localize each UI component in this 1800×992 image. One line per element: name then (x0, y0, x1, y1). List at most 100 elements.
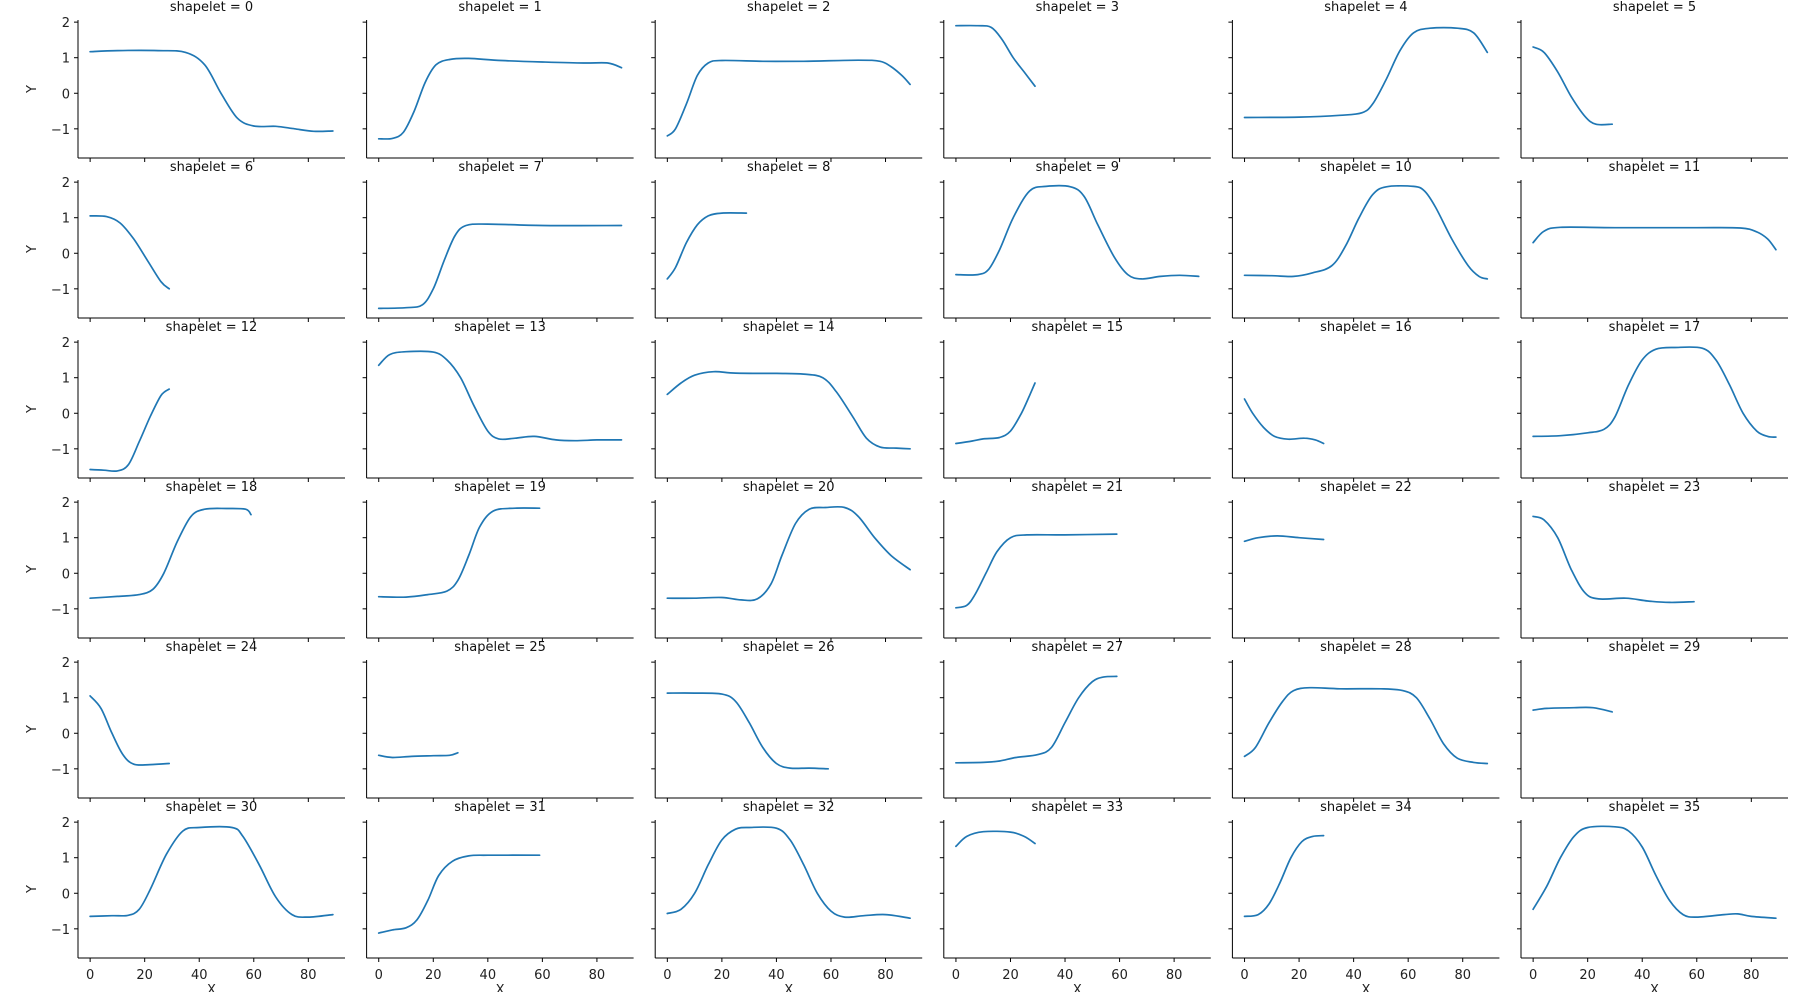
series-line-shapelet-16 (1243, 398, 1325, 445)
panel-title: shapelet = 25 (454, 640, 546, 655)
panel-shapelet-2: shapelet = 2 (651, 0, 923, 162)
y-tick-label: 2 (62, 816, 70, 831)
panel-shapelet-10: shapelet = 10 (1228, 160, 1500, 322)
series-line-shapelet-23 (1532, 515, 1695, 604)
x-tick-label: 20 (136, 968, 153, 983)
panel-title: shapelet = 24 (166, 640, 258, 655)
y-tick-label: 1 (62, 372, 70, 387)
panel-shapelet-0: shapelet = 0 −1 0 1 2 Y (25, 0, 345, 162)
y-axis-label: Y (25, 565, 40, 574)
panel-shapelet-34: shapelet = 34 0 20 40 60 80 X (1228, 800, 1500, 992)
panel-title: shapelet = 5 (1613, 0, 1696, 15)
y-tick-label: 2 (62, 656, 70, 671)
panel-title: shapelet = 4 (1324, 0, 1407, 15)
x-tick-label: 60 (1111, 968, 1128, 983)
x-tick-label: 60 (1688, 968, 1705, 983)
panel-shapelet-9: shapelet = 9 (939, 160, 1211, 322)
panel-shapelet-28: shapelet = 28 (1228, 640, 1500, 802)
series-line-shapelet-4 (1243, 26, 1489, 119)
x-axis-label: X (1650, 983, 1659, 992)
series-line-shapelet-22 (1243, 535, 1325, 543)
y-tick-label: 2 (62, 176, 70, 191)
panel-title: shapelet = 18 (166, 480, 258, 495)
series-line-shapelet-19 (377, 507, 541, 599)
y-tick-label: −1 (51, 603, 70, 618)
panel-title: shapelet = 10 (1320, 160, 1412, 175)
panel-title: shapelet = 33 (1031, 800, 1123, 815)
panel-title: shapelet = 2 (747, 0, 830, 15)
x-axis-label: X (1073, 983, 1082, 992)
series-line-shapelet-15 (955, 382, 1036, 445)
panel-shapelet-3: shapelet = 3 (939, 0, 1211, 162)
x-tick-label: 0 (1529, 968, 1537, 983)
panel-title: shapelet = 13 (454, 320, 546, 335)
panel-shapelet-17: shapelet = 17 (1517, 320, 1788, 482)
panel-title: shapelet = 30 (166, 800, 258, 815)
x-tick-label: 40 (1057, 968, 1074, 983)
series-line-shapelet-0 (89, 49, 334, 133)
series-line-shapelet-29 (1532, 706, 1614, 713)
panel-title: shapelet = 22 (1320, 480, 1412, 495)
x-axis-label: X (496, 983, 505, 992)
y-axis-label: Y (25, 85, 40, 94)
panel-shapelet-5: shapelet = 5 (1517, 0, 1788, 162)
y-tick-label: 0 (62, 247, 70, 262)
x-tick-label: 60 (823, 968, 840, 983)
panel-shapelet-16: shapelet = 16 (1228, 320, 1500, 482)
panel-title: shapelet = 26 (743, 640, 835, 655)
series-line-shapelet-12 (89, 388, 171, 473)
x-tick-label: 80 (1166, 968, 1183, 983)
x-tick-label: 60 (1400, 968, 1417, 983)
y-tick-label: 0 (62, 567, 70, 582)
panel-title: shapelet = 32 (743, 800, 835, 815)
panel-shapelet-12: shapelet = 12 −1 0 1 2 Y (25, 320, 345, 482)
x-axis-label: X (207, 983, 216, 992)
panel-title: shapelet = 31 (454, 800, 546, 815)
panel-title: shapelet = 8 (747, 160, 830, 175)
panel-title: shapelet = 6 (170, 160, 253, 175)
panel-shapelet-18: shapelet = 18 −1 0 1 2 Y (25, 480, 345, 642)
y-tick-label: −1 (51, 283, 70, 298)
y-tick-label: 0 (62, 407, 70, 422)
x-tick-label: 60 (245, 968, 262, 983)
series-line-shapelet-3 (955, 24, 1036, 88)
panel-shapelet-22: shapelet = 22 (1228, 480, 1500, 642)
x-tick-label: 80 (1454, 968, 1471, 983)
panel-title: shapelet = 3 (1036, 0, 1119, 15)
series-line-shapelet-35 (1532, 825, 1777, 920)
panel-shapelet-33: shapelet = 33 0 20 40 60 80 X (939, 800, 1211, 992)
series-line-shapelet-21 (955, 533, 1118, 609)
y-tick-label: 2 (62, 336, 70, 351)
y-tick-label: 0 (62, 87, 70, 102)
series-line-shapelet-24 (89, 695, 171, 766)
x-tick-label: 0 (1240, 968, 1248, 983)
y-tick-label: 0 (62, 887, 70, 902)
series-line-shapelet-28 (1243, 686, 1489, 765)
y-tick-label: 1 (62, 212, 70, 227)
x-tick-label: 80 (1743, 968, 1760, 983)
panel-shapelet-27: shapelet = 27 (939, 640, 1211, 802)
panel-shapelet-32: shapelet = 32 0 20 40 60 80 X (651, 800, 923, 992)
panel-title: shapelet = 21 (1031, 480, 1123, 495)
x-tick-label: 80 (589, 968, 606, 983)
panel-title: shapelet = 12 (166, 320, 258, 335)
series-line-shapelet-10 (1243, 184, 1489, 280)
panel-shapelet-35: shapelet = 35 0 20 40 60 80 X (1517, 800, 1788, 992)
y-tick-label: 2 (62, 16, 70, 31)
panel-title: shapelet = 34 (1320, 800, 1412, 815)
x-tick-label: 20 (714, 968, 731, 983)
panel-title: shapelet = 23 (1609, 480, 1701, 495)
x-axis-label: X (1361, 983, 1370, 992)
y-tick-label: −1 (51, 123, 70, 138)
panel-shapelet-4: shapelet = 4 (1228, 0, 1500, 162)
panel-shapelet-26: shapelet = 26 (651, 640, 923, 802)
series-line-shapelet-11 (1532, 226, 1777, 251)
series-line-shapelet-1 (377, 57, 623, 140)
panel-shapelet-11: shapelet = 11 (1517, 160, 1788, 322)
panel-title: shapelet = 35 (1609, 800, 1701, 815)
series-line-shapelet-8 (666, 212, 748, 280)
series-line-shapelet-18 (89, 507, 252, 600)
x-tick-label: 20 (1579, 968, 1596, 983)
x-tick-label: 20 (425, 968, 442, 983)
